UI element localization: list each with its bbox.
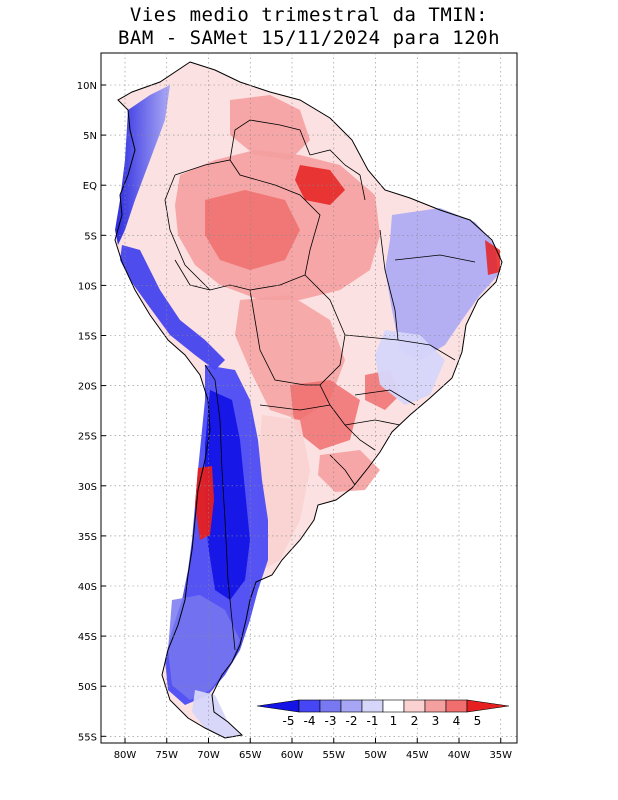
colorbar-label: -5: [283, 714, 295, 728]
map-content: [114, 61, 503, 739]
colorbar-label: 1: [390, 714, 398, 728]
warm-anomaly-paraguay: [290, 380, 360, 450]
colorbar-swatch: [361, 699, 384, 713]
warm-anomaly-argentina: [258, 415, 310, 570]
latitude-label: 10N: [77, 81, 97, 92]
colorbar-label: 4: [453, 714, 461, 728]
longitude-label: 65W: [239, 750, 262, 761]
latitude-label: 35S: [78, 532, 97, 543]
latitude-label: EQ: [83, 181, 97, 192]
longitude-label: 80W: [114, 750, 137, 761]
latitude-label: 25S: [78, 432, 97, 443]
colorbar-swatch: [466, 699, 510, 713]
latitude-label: 55S: [78, 732, 97, 743]
colorbar-label: -4: [304, 714, 316, 728]
longitude-label: 60W: [281, 750, 304, 761]
longitude-label: 40W: [448, 750, 471, 761]
latitude-label: 5S: [84, 231, 97, 242]
colorbar-swatch: [403, 699, 426, 713]
latitude-label: 5N: [83, 131, 97, 142]
cold-anomaly-andes-peru: [120, 245, 225, 370]
latitude-label: 30S: [78, 482, 97, 493]
latitude-label: 15S: [78, 332, 97, 343]
latitude-label: 10S: [78, 281, 97, 292]
longitude-label: 75W: [155, 750, 178, 761]
cold-anomaly-east-coast: [375, 330, 445, 405]
cold-anomaly-patagonia: [168, 595, 240, 700]
longitude-label: 50W: [364, 750, 387, 761]
warm-anomaly-core: [205, 190, 300, 270]
colorbar-swatch: [298, 699, 321, 713]
colorbar-label: -3: [325, 714, 337, 728]
cold-anomaly-northeast: [385, 208, 498, 360]
cold-anomaly-deep-chile: [205, 390, 250, 600]
longitude-label: 70W: [197, 750, 220, 761]
latitude-label: 20S: [78, 382, 97, 393]
colorbar-swatch: [445, 699, 468, 713]
colorbar-label: 5: [474, 714, 482, 728]
colorbar-label: -1: [367, 714, 379, 728]
latitude-label: 50S: [78, 682, 97, 693]
longitude-label: 35W: [489, 750, 512, 761]
cold-anomaly-andes-north: [115, 85, 170, 245]
map-title-line1: Vies medio trimestral da TMIN:: [129, 4, 489, 26]
colorbar-label: 3: [432, 714, 440, 728]
colorbar-swatch: [319, 699, 342, 713]
warm-anomaly-north: [295, 165, 345, 205]
colorbar-swatch: [424, 699, 447, 713]
latitude-label: 40S: [78, 582, 97, 593]
colorbar-label: -2: [346, 714, 358, 728]
longitude-label: 45W: [406, 750, 429, 761]
country-borders: [114, 61, 503, 739]
colorbar-swatch: [340, 699, 363, 713]
map-title-line2: BAM - SAMet 15/11/2024 para 120h: [117, 27, 501, 49]
gridlines: [101, 53, 517, 743]
colorbar-label: 2: [411, 714, 419, 728]
colorbar: -5 -4 -3 -2 -1 1 2 3 4 5: [256, 698, 516, 728]
longitude-label: 55W: [322, 750, 345, 761]
longitude-labels: 80W 75W 70W 65W 60W 55W 50W 45W 40W 35W: [114, 738, 512, 761]
latitude-labels: 10N 5N EQ 5S 10S 15S 20S 25S 30S 35S 40S 45S 50S 55S: [77, 81, 106, 743]
colorbar-swatch: [382, 699, 405, 713]
latitude-label: 45S: [78, 632, 97, 643]
